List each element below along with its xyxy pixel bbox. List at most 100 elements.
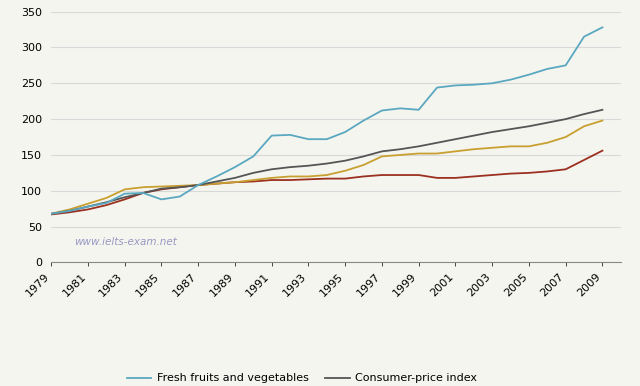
Fresh fruits and vegetables — [433, 85, 441, 90]
Fresh fruits and vegetables — [140, 191, 147, 195]
Consumer-price index — [433, 141, 441, 145]
Fresh fruits and vegetables — [47, 212, 55, 216]
Fresh fruits and vegetables — [231, 165, 239, 169]
Consumer-price index — [360, 154, 367, 159]
Carbonated drinks — [341, 176, 349, 181]
Fresh fruits and vegetables — [378, 108, 386, 113]
Fresh fruits and vegetables — [286, 132, 294, 137]
Carbonated drinks — [323, 176, 331, 181]
Carbonated drinks — [525, 171, 532, 175]
Consumer-price index — [562, 117, 570, 122]
Carbonated drinks — [470, 174, 477, 179]
Sugar and sweets — [543, 141, 551, 145]
Sugar and sweets — [286, 174, 294, 179]
Fresh fruits and vegetables — [488, 81, 496, 86]
Fresh fruits and vegetables — [212, 174, 220, 179]
Sugar and sweets — [452, 149, 460, 154]
Carbonated drinks — [396, 173, 404, 177]
Carbonated drinks — [102, 203, 110, 207]
Consumer-price index — [140, 191, 147, 195]
Consumer-price index — [470, 133, 477, 138]
Fresh fruits and vegetables — [415, 107, 422, 112]
Consumer-price index — [525, 124, 532, 129]
Sugar and sweets — [580, 124, 588, 129]
Sugar and sweets — [433, 151, 441, 156]
Fresh fruits and vegetables — [580, 34, 588, 39]
Fresh fruits and vegetables — [562, 63, 570, 68]
Sugar and sweets — [195, 183, 202, 187]
Fresh fruits and vegetables — [470, 82, 477, 87]
Fresh fruits and vegetables — [176, 194, 184, 199]
Carbonated drinks — [176, 185, 184, 190]
Line: Sugar and sweets: Sugar and sweets — [51, 120, 602, 214]
Carbonated drinks — [140, 191, 147, 195]
Sugar and sweets — [268, 176, 276, 180]
Sugar and sweets — [140, 185, 147, 190]
Fresh fruits and vegetables — [396, 106, 404, 111]
Sugar and sweets — [47, 212, 55, 216]
Sugar and sweets — [84, 201, 92, 206]
Consumer-price index — [378, 149, 386, 154]
Consumer-price index — [305, 163, 312, 168]
Consumer-price index — [250, 171, 257, 175]
Sugar and sweets — [121, 187, 129, 192]
Carbonated drinks — [507, 171, 515, 176]
Sugar and sweets — [470, 147, 477, 152]
Carbonated drinks — [433, 176, 441, 180]
Carbonated drinks — [121, 197, 129, 202]
Sugar and sweets — [102, 196, 110, 200]
Fresh fruits and vegetables — [543, 67, 551, 71]
Consumer-price index — [195, 183, 202, 187]
Consumer-price index — [157, 186, 165, 191]
Carbonated drinks — [378, 173, 386, 177]
Carbonated drinks — [47, 212, 55, 217]
Sugar and sweets — [598, 118, 606, 123]
Carbonated drinks — [250, 179, 257, 184]
Carbonated drinks — [66, 210, 74, 215]
Consumer-price index — [268, 167, 276, 172]
Carbonated drinks — [452, 176, 460, 180]
Consumer-price index — [341, 158, 349, 163]
Carbonated drinks — [488, 173, 496, 177]
Line: Carbonated drinks: Carbonated drinks — [51, 151, 602, 215]
Consumer-price index — [415, 144, 422, 149]
Consumer-price index — [84, 204, 92, 209]
Fresh fruits and vegetables — [195, 183, 202, 187]
Fresh fruits and vegetables — [268, 133, 276, 138]
Fresh fruits and vegetables — [121, 191, 129, 196]
Fresh fruits and vegetables — [525, 72, 532, 77]
Line: Fresh fruits and vegetables: Fresh fruits and vegetables — [51, 27, 602, 214]
Sugar and sweets — [212, 181, 220, 186]
Consumer-price index — [598, 107, 606, 112]
Text: www.ielts-exam.net: www.ielts-exam.net — [74, 237, 177, 247]
Sugar and sweets — [305, 174, 312, 179]
Fresh fruits and vegetables — [305, 137, 312, 142]
Consumer-price index — [507, 127, 515, 132]
Fresh fruits and vegetables — [66, 208, 74, 213]
Carbonated drinks — [580, 157, 588, 162]
Fresh fruits and vegetables — [323, 137, 331, 142]
Sugar and sweets — [360, 163, 367, 167]
Sugar and sweets — [231, 180, 239, 185]
Consumer-price index — [580, 112, 588, 117]
Consumer-price index — [212, 179, 220, 184]
Consumer-price index — [488, 130, 496, 134]
Consumer-price index — [323, 161, 331, 166]
Carbonated drinks — [543, 169, 551, 174]
Consumer-price index — [286, 165, 294, 169]
Fresh fruits and vegetables — [157, 197, 165, 202]
Fresh fruits and vegetables — [84, 204, 92, 209]
Consumer-price index — [231, 176, 239, 180]
Consumer-price index — [176, 185, 184, 190]
Carbonated drinks — [212, 181, 220, 186]
Fresh fruits and vegetables — [507, 77, 515, 82]
Carbonated drinks — [231, 180, 239, 185]
Line: Consumer-price index: Consumer-price index — [51, 110, 602, 214]
Sugar and sweets — [562, 135, 570, 139]
Fresh fruits and vegetables — [102, 201, 110, 205]
Consumer-price index — [47, 212, 55, 216]
Fresh fruits and vegetables — [598, 25, 606, 30]
Sugar and sweets — [507, 144, 515, 149]
Consumer-price index — [66, 208, 74, 213]
Consumer-price index — [396, 147, 404, 152]
